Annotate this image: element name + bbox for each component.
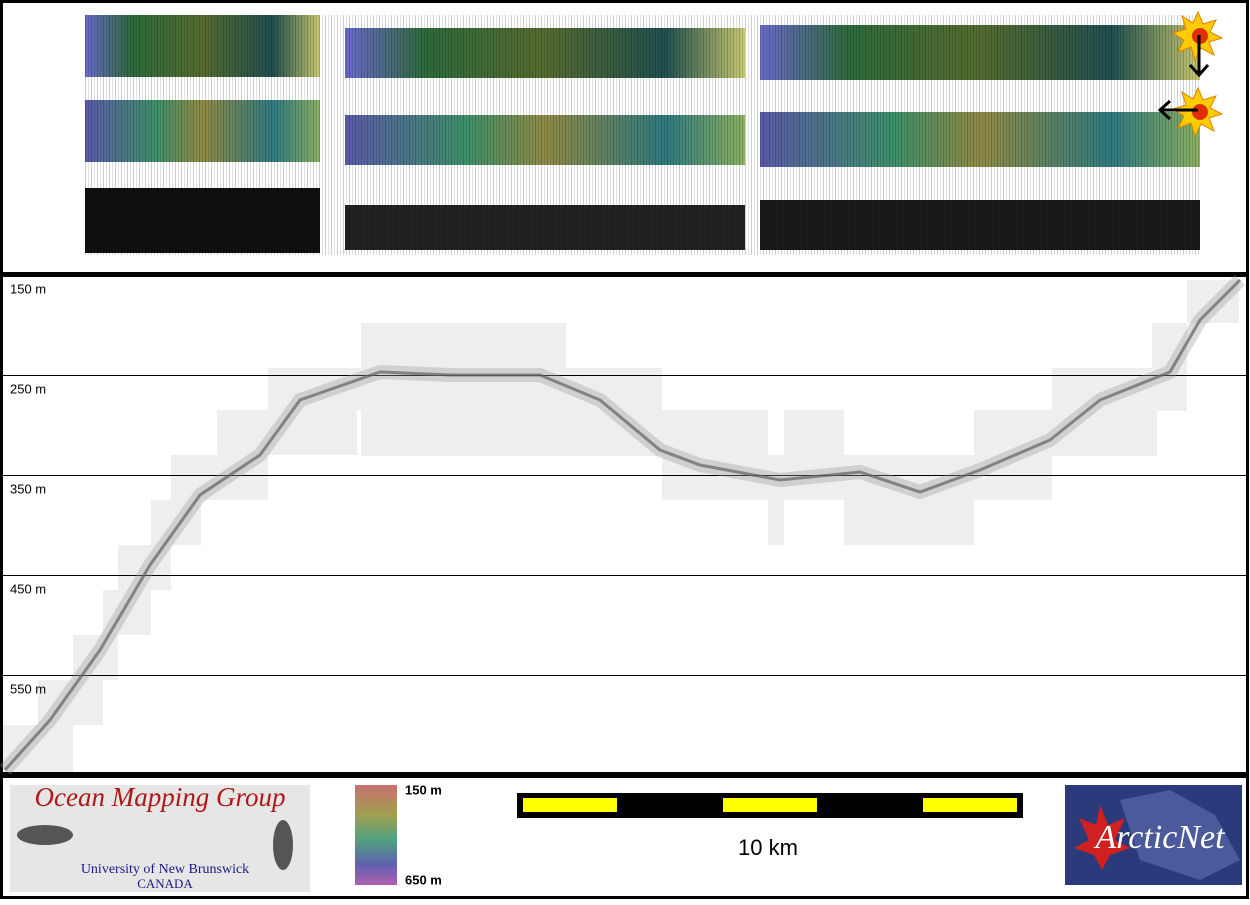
- depth-label: 550 m: [10, 681, 46, 696]
- depth-label: 250 m: [10, 381, 46, 396]
- depth-label: 450 m: [10, 581, 46, 596]
- seafloor-profile: [3, 278, 1242, 772]
- depth-lines: [3, 375, 1247, 676]
- scale-label: 10 km: [738, 835, 798, 860]
- color-bar: [355, 785, 397, 885]
- sun-icons: [1157, 10, 1224, 138]
- depth-label: 150 m: [10, 281, 46, 296]
- logo-line: University of New Brunswick: [81, 862, 249, 877]
- depth-label: 350 m: [10, 481, 46, 496]
- ocean-mapping-logo: Ocean Mapping Group University of New Br…: [10, 782, 310, 892]
- logo-title: ArcticNet: [1093, 819, 1226, 856]
- scale-bar: [517, 793, 1023, 818]
- profile-noise: [0, 275, 1245, 775]
- swath-strips: [85, 15, 1200, 255]
- arcticnet-logo: ArcticNet: [1065, 785, 1242, 885]
- color-bar-label: 650 m: [405, 872, 442, 887]
- logo-line: CANADA: [137, 876, 193, 891]
- logo-title: Ocean Mapping Group: [35, 782, 286, 812]
- profile-panel: [0, 274, 1249, 775]
- color-bar-label: 150 m: [405, 782, 442, 797]
